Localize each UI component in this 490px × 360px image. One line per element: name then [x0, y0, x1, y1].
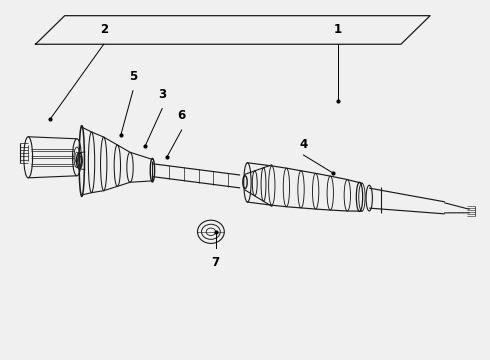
Text: 1: 1: [334, 23, 342, 36]
Text: 4: 4: [299, 138, 308, 151]
Text: 2: 2: [99, 23, 108, 36]
Text: 6: 6: [177, 109, 186, 122]
Text: 7: 7: [212, 256, 220, 269]
Text: 3: 3: [158, 88, 166, 101]
Text: 5: 5: [129, 70, 137, 83]
